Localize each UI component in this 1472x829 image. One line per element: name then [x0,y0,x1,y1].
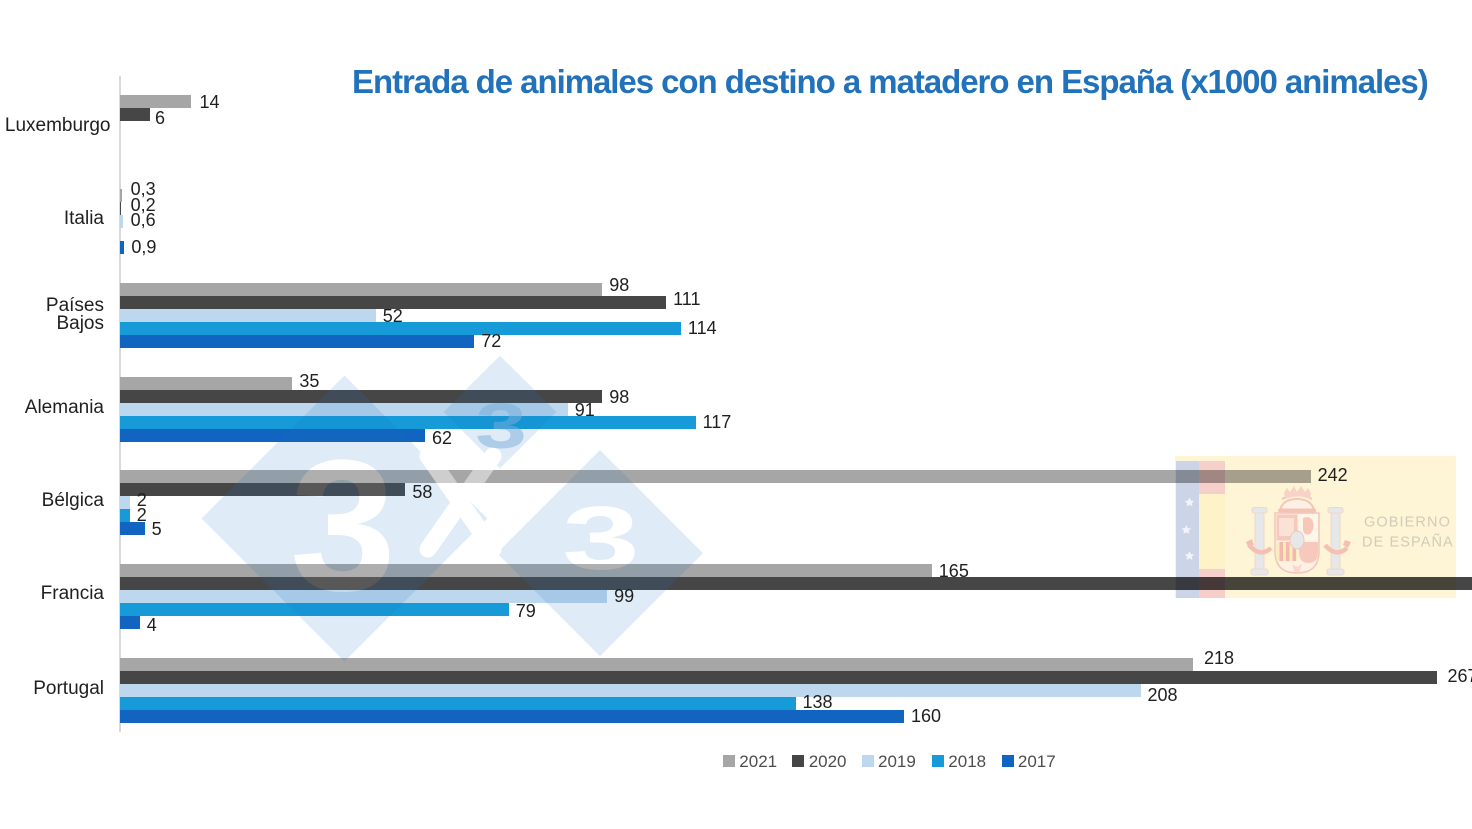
svg-text:DE ESPAÑA: DE ESPAÑA [1362,534,1454,551]
svg-text:GOBIERNO: GOBIERNO [1364,515,1451,531]
svg-text:3: 3 [562,488,640,588]
svg-text:3: 3 [475,390,527,461]
svg-text:3: 3 [290,422,396,631]
